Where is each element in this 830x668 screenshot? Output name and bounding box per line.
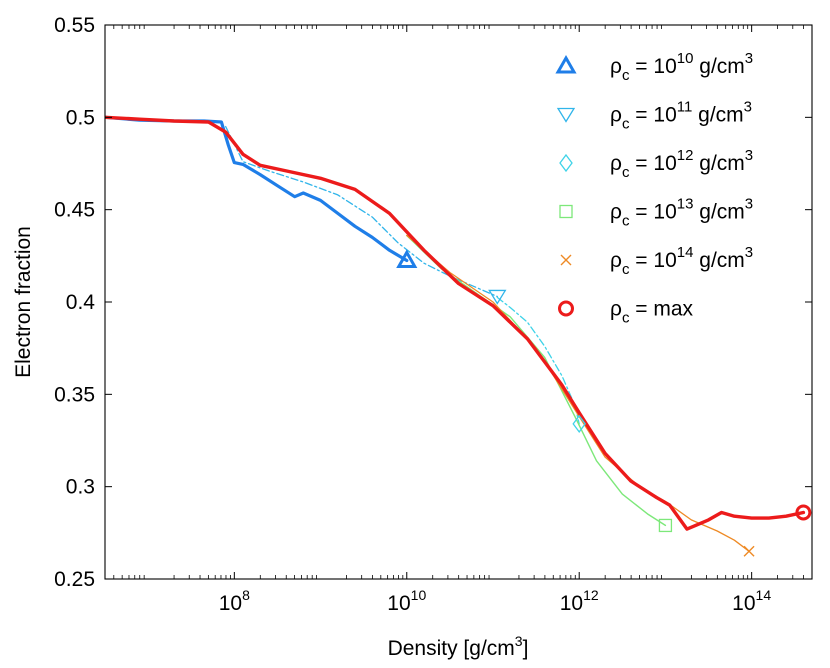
series-line-5 <box>105 115 806 531</box>
y-tick-label-5: 0.5 <box>66 106 95 129</box>
legend-label-3: ρc = 1013 g/cm3 <box>610 196 753 230</box>
y-tick-label-4: 0.45 <box>54 199 95 222</box>
legend-marker-0 <box>555 54 577 74</box>
legend-label-4: ρc = 1014 g/cm3 <box>610 244 753 278</box>
x-tick-label-2: 1012 <box>560 587 599 615</box>
plot-curves <box>105 115 806 552</box>
data-marker-0 <box>396 249 418 268</box>
data-marker-4 <box>743 545 755 557</box>
legend-marker-2 <box>559 153 573 173</box>
legend-marker-1 <box>556 107 576 123</box>
x-tick-label-3: 1014 <box>732 587 771 615</box>
data-marker-2 <box>572 414 587 433</box>
y-tick-label-1: 0.3 <box>66 476 95 499</box>
data-marker-1 <box>488 289 507 305</box>
x-axis-label: Density [g/cm3] <box>388 633 529 660</box>
legend-marker-5 <box>558 300 574 317</box>
axes: 0.25 0.3 0.35 0.4 0.45 0.5 0.55 108 1010 1012 1014 <box>54 14 813 615</box>
data-marker-3 <box>658 518 673 533</box>
y-axis-label: Electron fraction <box>12 226 35 378</box>
legend: ρc = 1010 g/cm3 ρc = 1011 g/cm3 ρc = 1012 … <box>555 50 753 327</box>
legend-label-0: ρc = 1010 g/cm3 <box>610 50 753 84</box>
series-line-0 <box>105 115 409 263</box>
legend-marker-3 <box>559 204 573 219</box>
legend-label-5: ρc = max <box>610 298 694 327</box>
y-tick-label-2: 0.35 <box>54 383 95 406</box>
legend-marker-4 <box>560 254 572 266</box>
x-tick-label-0: 108 <box>219 587 250 615</box>
y-tick-label-6: 0.55 <box>54 14 95 37</box>
x-tick-label-1: 1010 <box>387 587 426 615</box>
series-line-3 <box>406 234 667 527</box>
plot-markers <box>396 249 812 557</box>
legend-label-1: ρc = 1011 g/cm3 <box>610 99 752 133</box>
y-tick-label-3: 0.4 <box>66 291 96 314</box>
data-marker-5 <box>795 504 812 521</box>
legend-label-2: ρc = 1012 g/cm3 <box>610 147 753 181</box>
y-tick-label-0: 0.25 <box>54 568 95 591</box>
series-line-1 <box>225 125 498 298</box>
